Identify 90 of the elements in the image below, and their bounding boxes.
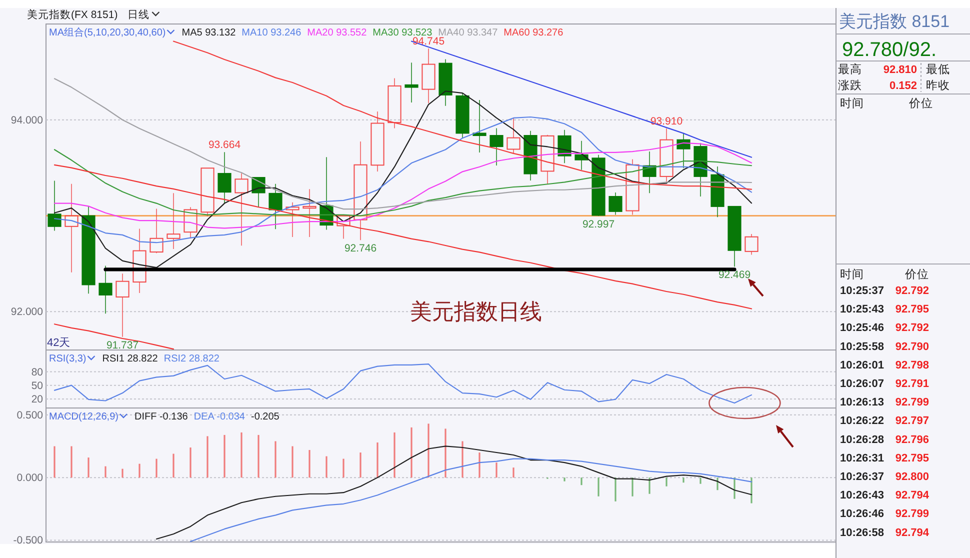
candlestick	[354, 141, 368, 241]
y-tick-label: 10:26:22	[840, 415, 884, 428]
y-tick-label: 20	[31, 393, 44, 406]
annotation: 93.910	[650, 116, 683, 128]
y-tick-label: 10:26:07	[840, 378, 884, 390]
y-tick-label: 10:26:43	[840, 490, 884, 502]
y-tick-label: 10:26:46	[840, 508, 884, 520]
annotation: RSI1 28.822	[102, 354, 158, 364]
text: DEA -0.034	[194, 412, 246, 422]
annotation: 93.664	[208, 139, 241, 152]
candlestick	[218, 152, 232, 204]
text: MA60 93.276	[504, 28, 564, 38]
y-tick-label: 10:26:01	[840, 359, 884, 372]
y-tick-label: -0.500	[13, 534, 44, 547]
data-label: 92.794	[895, 490, 930, 502]
candlestick	[404, 62, 418, 104]
text: 价位	[908, 97, 933, 110]
line-series	[156, 446, 752, 540]
text: 时间	[840, 97, 864, 110]
text: MA10 93.246	[242, 28, 302, 38]
data-label: 92.795	[895, 452, 929, 464]
series-label: RSI2 28.822	[164, 354, 220, 364]
candlestick	[166, 192, 180, 250]
candlestick	[98, 265, 112, 314]
y-tick-label: 10:25:43	[840, 304, 884, 316]
candlestick	[116, 273, 130, 338]
chart-subtitle: 日线	[128, 8, 150, 21]
text: 美元指数 8151	[839, 12, 950, 31]
text: 最高	[838, 62, 862, 76]
annotation: -0.205	[250, 412, 280, 422]
legend-title: RSI(3,3)	[49, 354, 86, 364]
text: 昨收	[926, 79, 950, 92]
data-label: 92.796	[895, 434, 929, 446]
candlestick	[336, 215, 350, 240]
data-label: 92.800	[895, 471, 929, 483]
y-tick-label: 0.000	[16, 472, 44, 484]
y-tick-label: 10:26:28	[840, 434, 884, 446]
text: 92.810	[883, 64, 917, 76]
y-tick-label: 94.000	[10, 114, 44, 126]
data-label: 92.799	[895, 508, 929, 520]
candlestick	[64, 183, 78, 273]
text: DIFF -0.136	[134, 412, 188, 422]
candlestick	[574, 140, 588, 170]
candlestick	[268, 183, 282, 230]
text: 0.152	[889, 80, 917, 92]
annotation: 美元指数日线	[410, 299, 542, 324]
data-label: 92.790	[895, 340, 929, 353]
line-series	[54, 364, 752, 404]
data-label: 92.795	[895, 304, 929, 316]
annotation: 92.997	[582, 218, 615, 231]
annotation: 91.737	[106, 339, 139, 352]
candlestick	[422, 48, 436, 104]
y-tick-label: 92.000	[10, 306, 44, 318]
candlestick	[302, 188, 316, 238]
text: 涨跌	[838, 79, 862, 92]
text: 92.780/92.	[842, 39, 937, 61]
data-label: 92.792	[895, 322, 929, 334]
annotation: 42天	[47, 337, 70, 349]
y-tick-label: 80	[31, 366, 44, 378]
y-axis-title: 时间	[840, 268, 864, 281]
annotation: 92.469	[718, 269, 751, 282]
text: MA20 93.552	[307, 28, 368, 38]
y-tick-label: 10:25:37	[840, 285, 884, 297]
y-tick-label: 50	[31, 380, 44, 392]
data-label: 92.791	[895, 378, 929, 390]
annotation: 92.746	[344, 242, 377, 255]
y-tick-label: 10:26:31	[840, 452, 884, 464]
line-series	[190, 458, 752, 542]
data-label: 92.798	[895, 359, 929, 372]
y-tick-label: 10:26:58	[840, 526, 884, 539]
candlestick	[490, 128, 504, 166]
data-label: 92.797	[895, 415, 929, 428]
y-tick-label: 10:26:13	[840, 396, 884, 409]
candlestick	[370, 111, 384, 172]
data-label: 92.799	[895, 396, 929, 409]
data-label: 92.792	[895, 285, 929, 297]
candlestick	[82, 206, 96, 294]
chart-title: 美元指数(FX 8151)	[27, 8, 118, 21]
text: MA5 93.132	[182, 28, 236, 38]
y-tick-label: 10:25:46	[840, 322, 884, 334]
candlestick	[660, 128, 674, 182]
candlestick	[132, 228, 146, 294]
candlestick	[472, 99, 486, 153]
y-tick-label: 10:25:58	[840, 340, 884, 353]
data-label: 92.794	[895, 526, 930, 539]
legend-title: MA组合(5,10,20,30,40,60)	[49, 26, 166, 38]
y-tick-label: 0.500	[16, 409, 44, 422]
y-tick-label: 10:26:37	[840, 471, 884, 483]
legend-title: MACD(12,26,9)	[49, 412, 118, 422]
text: 最低	[926, 63, 950, 76]
